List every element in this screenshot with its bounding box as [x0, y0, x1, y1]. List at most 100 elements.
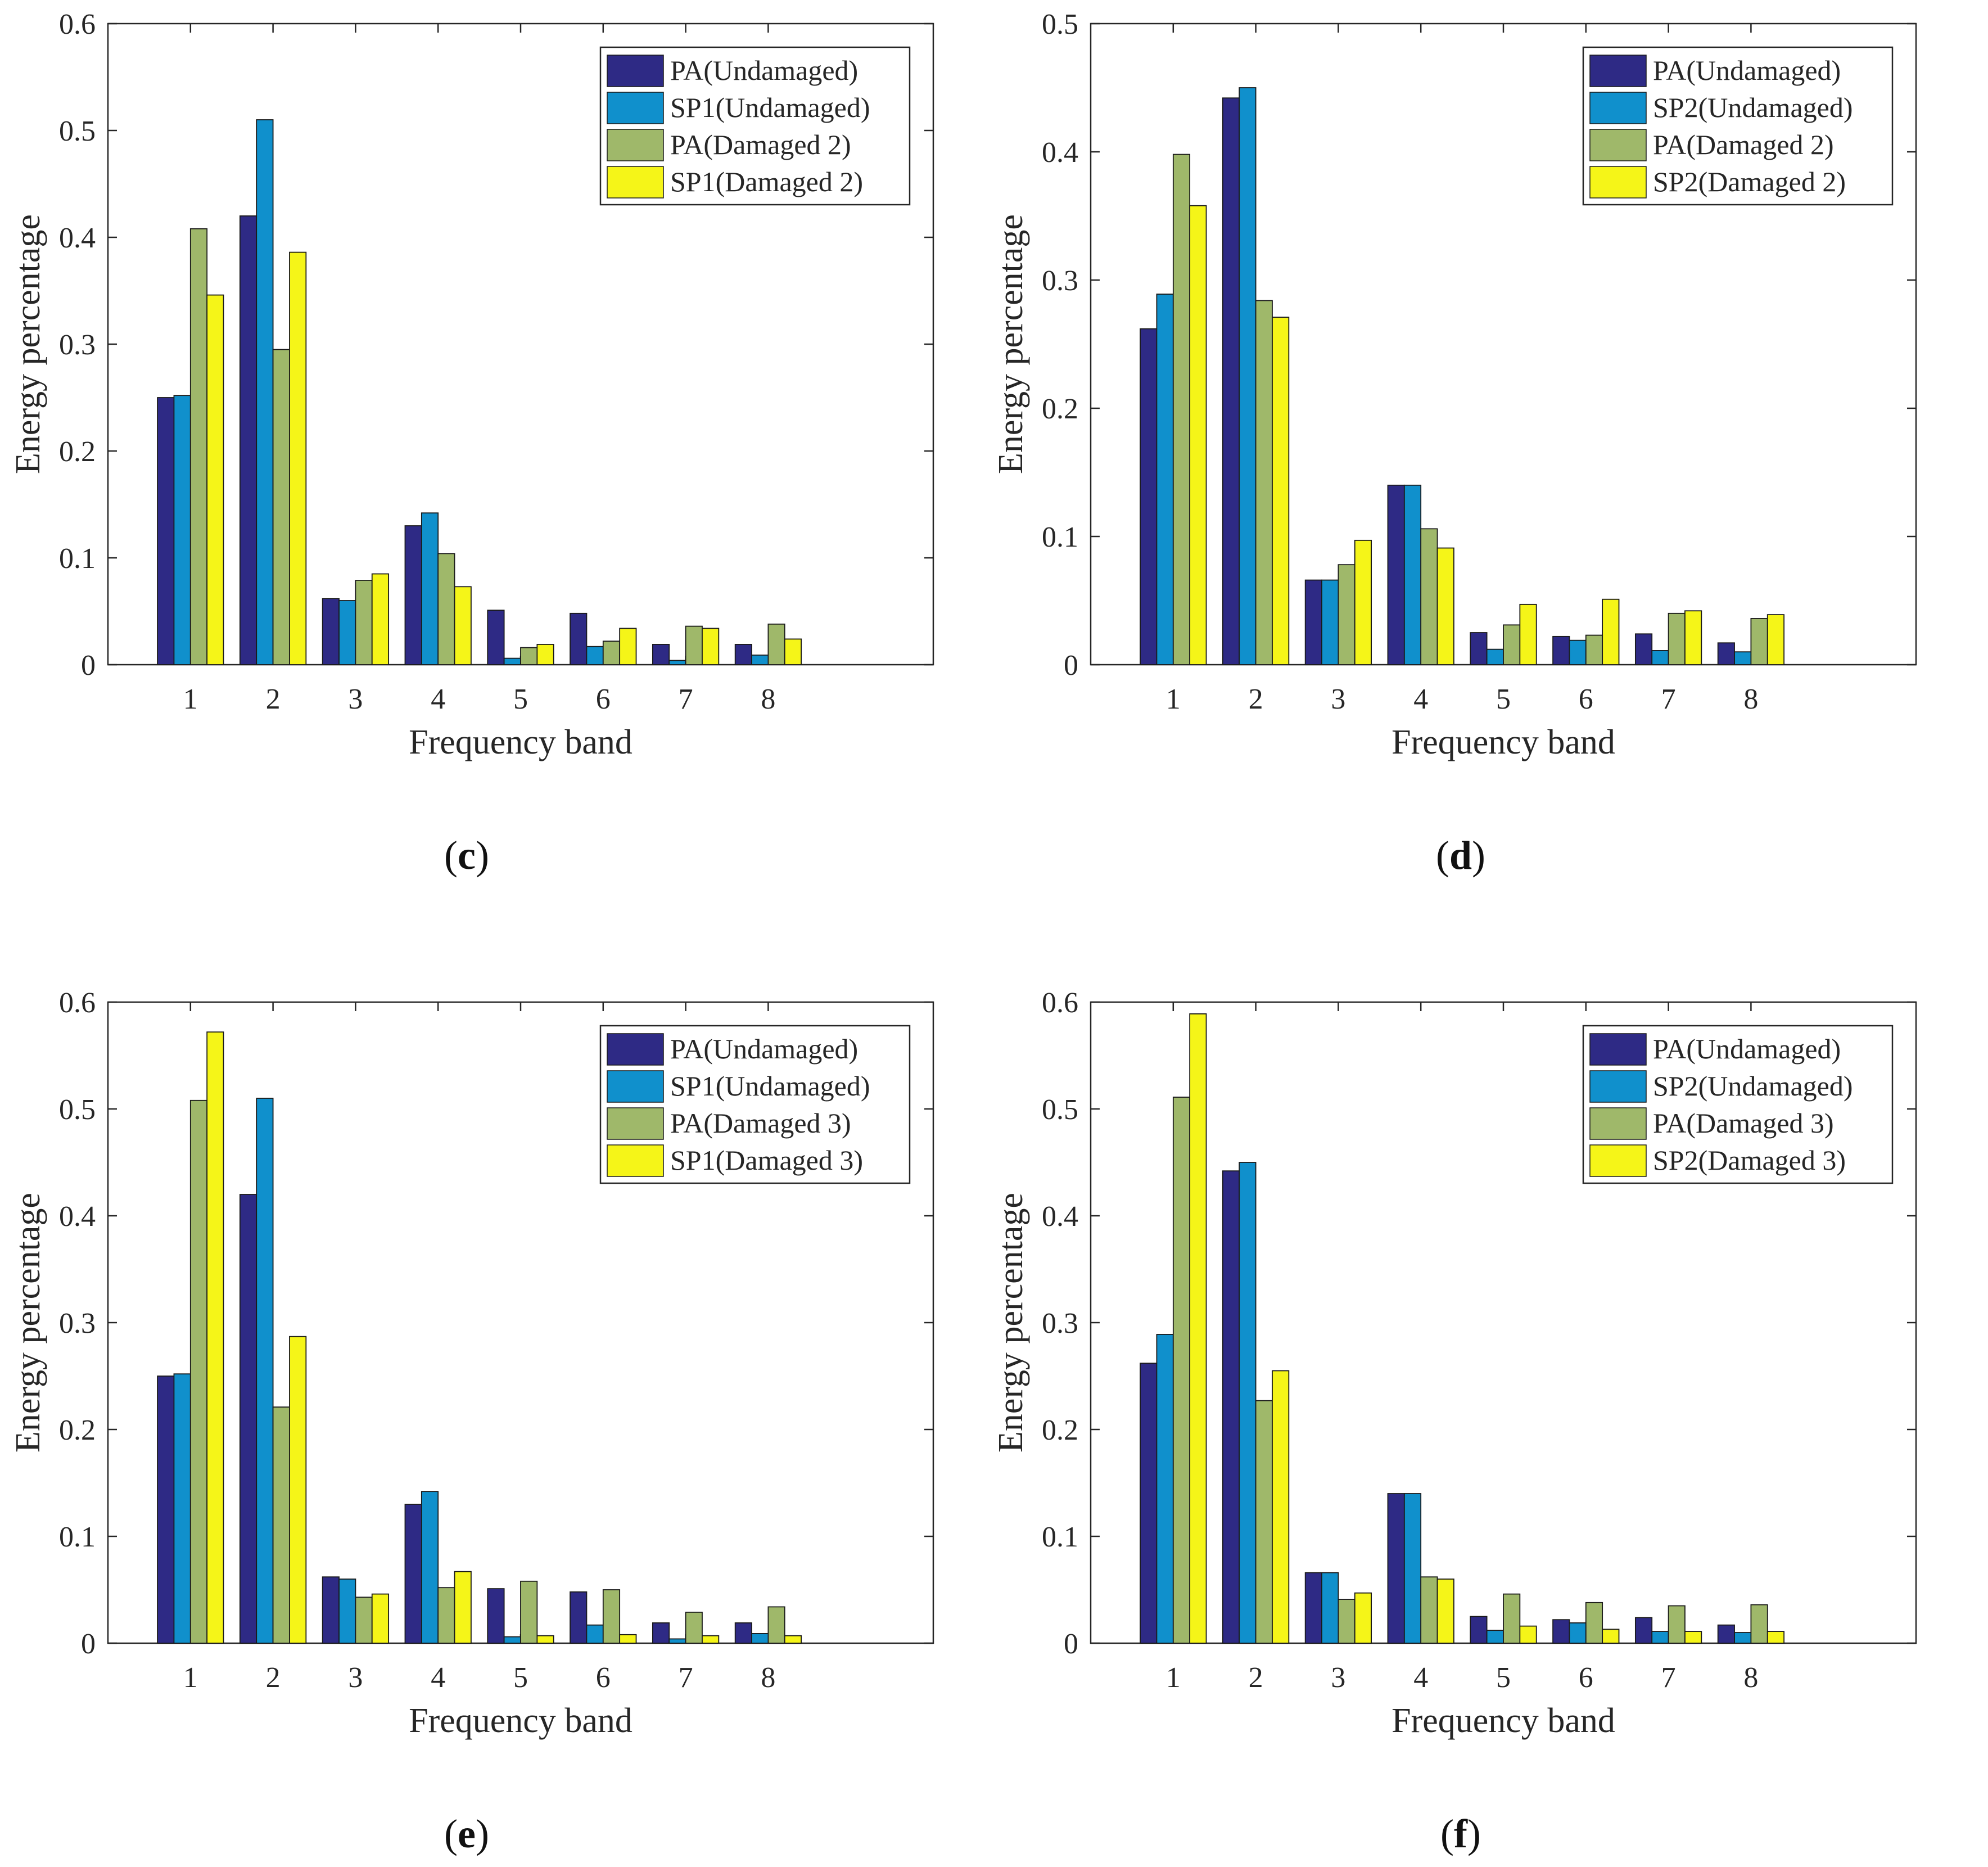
- bar-c-s2-band3: [338, 600, 356, 665]
- y-tick-label-d-5: 0.5: [1042, 8, 1078, 40]
- bar-d-s1-band8: [1717, 642, 1735, 665]
- x-tick-label-e-2: 3: [348, 1662, 363, 1694]
- x-axis-label-f: Frequency band: [1391, 1702, 1615, 1740]
- legend-swatch-c-2: [607, 92, 664, 124]
- x-tick-label-e-7: 8: [761, 1662, 775, 1694]
- legend-c: PA(Undamaged) SP1(Undamaged) PA(Damaged 2)…: [599, 46, 911, 206]
- bar-c-s4-band5: [536, 644, 554, 665]
- bar-c-s2-band4: [421, 512, 439, 665]
- bar-d-s4-band1: [1189, 205, 1207, 665]
- bar-e-s3-band1: [189, 1099, 208, 1644]
- bar-f-s3-band4: [1420, 1576, 1438, 1644]
- bar-f-s4-band1: [1189, 1013, 1207, 1644]
- legend-label-e-1: PA(Undamaged): [670, 1033, 858, 1065]
- bar-d-s3-band1: [1172, 154, 1191, 665]
- bar-c-s1-band1: [157, 397, 175, 665]
- bar-e-s2-band1: [173, 1373, 191, 1644]
- chart-e-svg: 0 0.1 0.2 0.3 0.4 0.5 0.6 1 2 3 4 5 6 7 8 Frequency ban…: [9, 987, 934, 1740]
- legend-f: PA(Undamaged) SP2(Undamaged) PA(Damaged 3)…: [1582, 1025, 1894, 1184]
- legend-label-c-1: PA(Undamaged): [670, 55, 858, 86]
- bar-d-s2-band4: [1403, 484, 1422, 665]
- bar-c-s1-band2: [239, 215, 257, 665]
- bar-f-s2-band8: [1734, 1632, 1752, 1644]
- bar-f-s3-band8: [1750, 1604, 1768, 1644]
- y-tick-label-d-3: 0.3: [1042, 265, 1078, 297]
- bar-c-s2-band2: [256, 119, 274, 665]
- bar-d-s3-band3: [1338, 564, 1356, 665]
- bar-d-s4-band3: [1354, 539, 1372, 665]
- bar-c-s4-band3: [371, 573, 390, 665]
- y-tick-label-e-5: 0.5: [59, 1094, 96, 1126]
- legend-label-e-2: SP1(Undamaged): [670, 1070, 870, 1102]
- bar-d-s1-band2: [1222, 97, 1240, 665]
- bar-c-s4-band2: [289, 251, 307, 665]
- chart-panel-d: 0 0.1 0.2 0.3 0.4 0.5 1 2 3 4 5 6 7 8 Frequency band En…: [994, 0, 1988, 933]
- bar-c-s2-band8: [751, 655, 769, 665]
- bar-c-s3-band2: [272, 349, 290, 665]
- bar-d-s2-band1: [1156, 294, 1174, 665]
- bar-f-s1-band2: [1222, 1170, 1240, 1644]
- bar-e-s3-band8: [767, 1606, 785, 1644]
- bar-d-s2-band6: [1569, 639, 1587, 665]
- bar-f-s3-band5: [1503, 1593, 1521, 1644]
- bar-c-s1-band8: [734, 644, 752, 665]
- x-tick-label-f-7: 8: [1743, 1662, 1758, 1694]
- y-tick-label-c-3: 0.3: [59, 329, 96, 361]
- legend-swatch-e-3: [607, 1107, 664, 1140]
- legend-swatch-d-1: [1589, 55, 1647, 87]
- bar-f-s3-band6: [1585, 1602, 1603, 1644]
- bar-f-s1-band3: [1304, 1572, 1322, 1644]
- bar-e-s1-band8: [734, 1622, 752, 1644]
- legend-label-d-1: PA(Undamaged): [1653, 55, 1841, 86]
- bar-e-s4-band1: [206, 1031, 224, 1644]
- y-axis-label-c: Energy percentage: [9, 214, 47, 474]
- bar-e-s3-band5: [520, 1580, 538, 1644]
- chart-panel-e: 0 0.1 0.2 0.3 0.4 0.5 0.6 1 2 3 4 5 6 7 8 Frequency ban…: [0, 933, 994, 1867]
- legend-label-d-3: PA(Damaged 2): [1653, 129, 1834, 160]
- x-tick-label-f-3: 4: [1413, 1662, 1428, 1694]
- bar-d-s2-band5: [1486, 648, 1504, 665]
- legend-label-c-2: SP1(Undamaged): [670, 92, 870, 123]
- legend-swatch-f-4: [1589, 1144, 1647, 1177]
- bar-f-s1-band4: [1387, 1493, 1405, 1644]
- bar-d-s1-band4: [1387, 484, 1405, 665]
- y-axis-label-d: Energy percentage: [994, 214, 1030, 474]
- bar-d-s2-band8: [1734, 651, 1752, 665]
- bar-e-s4-band5: [536, 1635, 554, 1644]
- legend-label-f-3: PA(Damaged 3): [1653, 1107, 1834, 1139]
- y-tick-label-c-6: 0.6: [59, 8, 96, 40]
- x-axis-label-d: Frequency band: [1391, 723, 1615, 761]
- x-tick-label-f-0: 1: [1166, 1662, 1181, 1694]
- bar-d-s2-band7: [1651, 650, 1669, 665]
- x-tick-label-f-1: 2: [1249, 1662, 1263, 1694]
- x-tick-label-d-2: 3: [1331, 683, 1345, 715]
- x-tick-label-d-7: 8: [1743, 683, 1758, 715]
- legend-label-c-4: SP1(Damaged 2): [670, 166, 863, 197]
- bar-f-s4-band6: [1602, 1629, 1620, 1644]
- bar-e-s2-band6: [586, 1624, 604, 1644]
- bar-c-s2-band5: [503, 657, 521, 665]
- legend-swatch-f-3: [1589, 1107, 1647, 1140]
- bar-e-s3-band6: [602, 1589, 621, 1644]
- y-axis-label-f: Energy percentage: [994, 1193, 1030, 1453]
- legend-swatch-d-3: [1589, 129, 1647, 161]
- legend-label-c-3: PA(Damaged 2): [670, 129, 851, 160]
- bar-c-s1-band6: [570, 612, 588, 665]
- bar-c-s1-band4: [404, 525, 422, 665]
- bar-c-s2-band1: [173, 395, 191, 665]
- bar-e-s3-band7: [685, 1612, 703, 1644]
- bar-e-s1-band6: [570, 1591, 588, 1644]
- legend-swatch-c-1: [607, 55, 664, 87]
- x-tick-label-c-1: 2: [266, 683, 281, 715]
- bar-e-s1-band1: [157, 1376, 175, 1644]
- x-tick-label-d-4: 5: [1496, 683, 1511, 715]
- y-tick-label-e-1: 0.1: [59, 1521, 96, 1553]
- x-tick-label-e-5: 6: [596, 1662, 611, 1694]
- x-axis-label-c: Frequency band: [409, 723, 632, 761]
- bar-f-s4-band2: [1272, 1370, 1290, 1644]
- x-tick-label-f-4: 5: [1496, 1662, 1511, 1694]
- bar-f-s1-band6: [1552, 1619, 1570, 1644]
- chart-f-svg: 0 0.1 0.2 0.3 0.4 0.5 0.6 1 2 3 4 5 6 7 8 Frequency ban…: [994, 987, 1917, 1740]
- bar-e-s4-band8: [784, 1635, 802, 1644]
- y-tick-label-d-4: 0.4: [1042, 137, 1078, 169]
